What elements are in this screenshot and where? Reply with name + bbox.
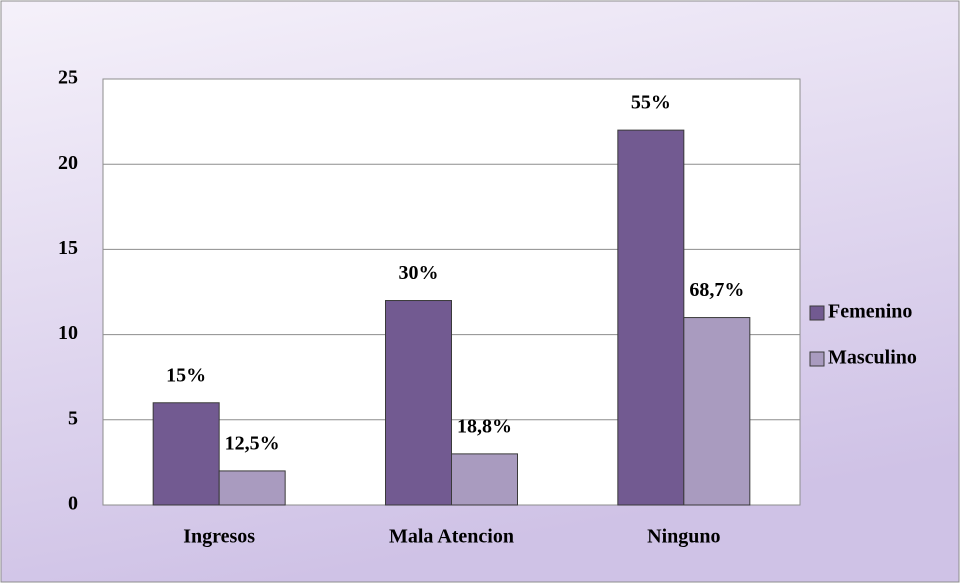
x-tick-label: Ninguno bbox=[647, 526, 720, 548]
legend-swatch bbox=[809, 351, 825, 367]
data-label: 12,5% bbox=[225, 433, 280, 455]
x-tick-label: Ingresos bbox=[183, 526, 255, 548]
y-tick-label: 15 bbox=[58, 237, 78, 259]
x-tick-label: Mala Atencion bbox=[389, 526, 514, 548]
bar bbox=[451, 453, 518, 506]
legend-swatch bbox=[809, 305, 825, 321]
y-tick-label: 20 bbox=[58, 152, 78, 174]
bar bbox=[152, 402, 220, 506]
bar bbox=[385, 300, 452, 506]
data-label: 68,7% bbox=[689, 279, 744, 301]
data-label: 55% bbox=[631, 92, 671, 114]
y-tick-label: 25 bbox=[58, 67, 78, 89]
legend-label: Femenino bbox=[828, 301, 912, 323]
bar bbox=[683, 317, 751, 506]
data-label: 18,8% bbox=[457, 415, 512, 437]
y-tick-label: 5 bbox=[68, 407, 78, 429]
y-tick-label: 10 bbox=[58, 322, 78, 344]
legend-label: Masculino bbox=[828, 347, 917, 369]
data-label: 30% bbox=[399, 262, 439, 284]
bar bbox=[617, 129, 685, 506]
y-tick-label: 0 bbox=[68, 493, 78, 515]
bar bbox=[218, 470, 286, 506]
data-label: 15% bbox=[166, 364, 206, 386]
